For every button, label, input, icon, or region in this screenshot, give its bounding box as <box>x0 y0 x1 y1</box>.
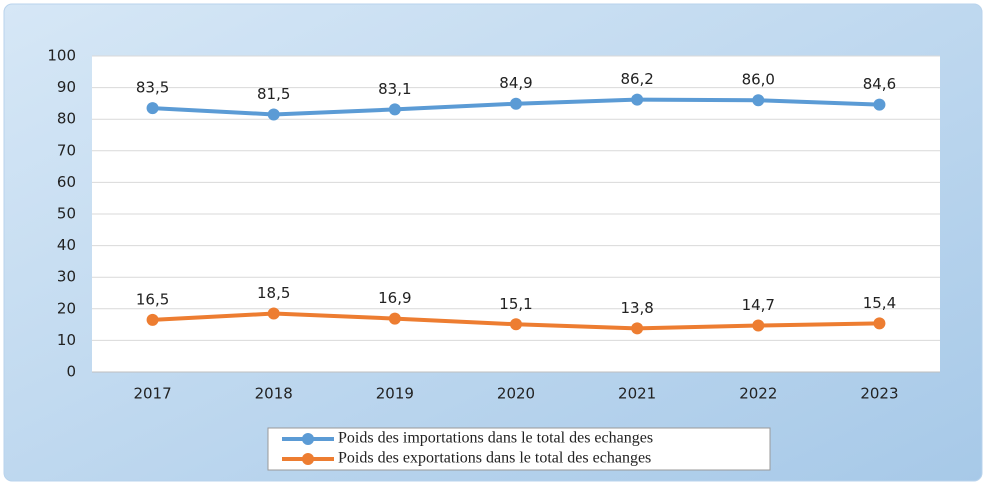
data-label: 16,5 <box>136 290 169 308</box>
data-label: 83,5 <box>136 79 169 97</box>
y-tick-label: 50 <box>57 205 76 223</box>
data-label: 86,2 <box>620 70 653 88</box>
data-point <box>146 102 159 115</box>
y-tick-label: 100 <box>47 47 76 65</box>
y-tick-label: 80 <box>57 110 76 128</box>
data-label: 15,1 <box>499 295 532 313</box>
data-label: 13,8 <box>620 299 653 317</box>
data-label: 86,0 <box>742 71 775 89</box>
data-point <box>388 312 401 325</box>
x-tick-label: 2018 <box>255 385 293 403</box>
x-tick-label: 2023 <box>860 385 898 403</box>
data-label: 83,1 <box>378 80 411 98</box>
data-label: 81,5 <box>257 85 290 103</box>
data-label: 18,5 <box>257 284 290 302</box>
data-point <box>752 94 765 107</box>
legend-marker <box>302 453 314 465</box>
data-point <box>631 93 644 106</box>
x-tick-label: 2021 <box>618 385 656 403</box>
data-point <box>510 318 522 331</box>
y-tick-label: 70 <box>57 141 76 159</box>
y-tick-label: 60 <box>57 173 76 191</box>
x-tick-label: 2020 <box>497 385 535 403</box>
data-point <box>267 108 280 121</box>
data-point <box>631 322 644 335</box>
legend-marker <box>302 433 314 445</box>
data-point <box>873 317 886 330</box>
x-tick-label: 2019 <box>376 385 414 403</box>
data-point <box>267 307 280 320</box>
data-point <box>873 98 886 111</box>
y-tick-label: 10 <box>57 331 76 349</box>
data-label: 84,9 <box>499 74 532 92</box>
y-tick-label: 90 <box>57 78 76 96</box>
data-label: 14,7 <box>742 296 775 314</box>
legend-box <box>267 427 771 471</box>
data-point <box>510 97 522 110</box>
data-point <box>388 103 401 116</box>
legend-label: Poids des exportations dans le total des… <box>338 450 651 467</box>
data-point <box>146 313 159 326</box>
y-tick-label: 30 <box>57 268 76 286</box>
y-tick-label: 40 <box>57 236 76 254</box>
x-tick-label: 2017 <box>133 385 171 403</box>
data-label: 84,6 <box>863 75 896 93</box>
data-label: 15,4 <box>863 294 896 312</box>
data-label: 16,9 <box>378 289 411 307</box>
y-tick-label: 0 <box>66 363 76 381</box>
x-tick-label: 2022 <box>739 385 777 403</box>
legend-label: Poids des importations dans le total des… <box>338 430 653 447</box>
data-point <box>752 319 765 332</box>
y-tick-label: 20 <box>57 299 76 317</box>
